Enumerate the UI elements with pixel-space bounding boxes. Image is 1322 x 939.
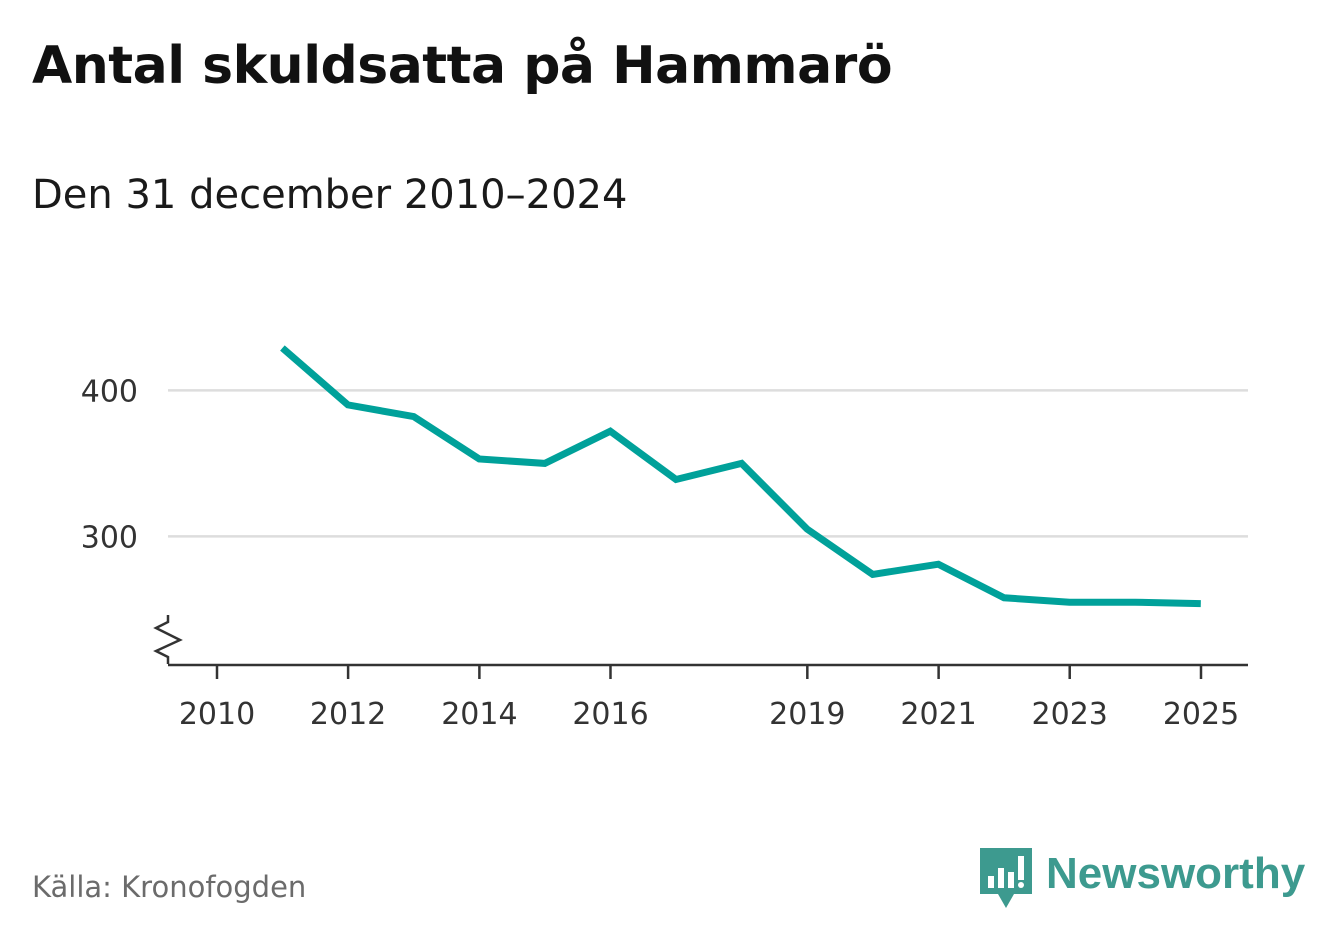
y-axis-labels: 300 400 xyxy=(81,374,138,555)
x-axis-labels: 2010 2012 2014 2016 2019 2021 2023 2025 xyxy=(179,697,1239,732)
newsworthy-logo: Newsworthy xyxy=(980,848,1305,912)
y-tick-label: 300 xyxy=(81,520,138,555)
brand-name: Newsworthy xyxy=(1046,849,1306,898)
y-tick-label: 400 xyxy=(81,374,138,409)
x-tick-label: 2021 xyxy=(900,697,976,732)
x-tick-label: 2014 xyxy=(441,697,517,732)
x-tick-label: 2025 xyxy=(1163,697,1239,732)
x-tick-label: 2010 xyxy=(179,697,255,732)
gridlines xyxy=(168,389,1248,538)
chart-subtitle: Den 31 december 2010–2024 xyxy=(32,172,628,218)
bar-chart-bubble-icon xyxy=(980,848,1032,908)
x-tick-label: 2019 xyxy=(769,697,845,732)
x-tick-label: 2012 xyxy=(310,697,386,732)
x-axis xyxy=(153,615,1248,679)
x-tick-label: 2016 xyxy=(572,697,648,732)
series-line xyxy=(280,345,1201,608)
axis-break-icon xyxy=(153,615,183,664)
chart-title: Antal skuldsatta på Hammarö xyxy=(32,36,893,96)
source-note: Källa: Kronofogden xyxy=(32,870,307,904)
series-layer xyxy=(280,345,1201,608)
x-tick-label: 2023 xyxy=(1032,697,1108,732)
